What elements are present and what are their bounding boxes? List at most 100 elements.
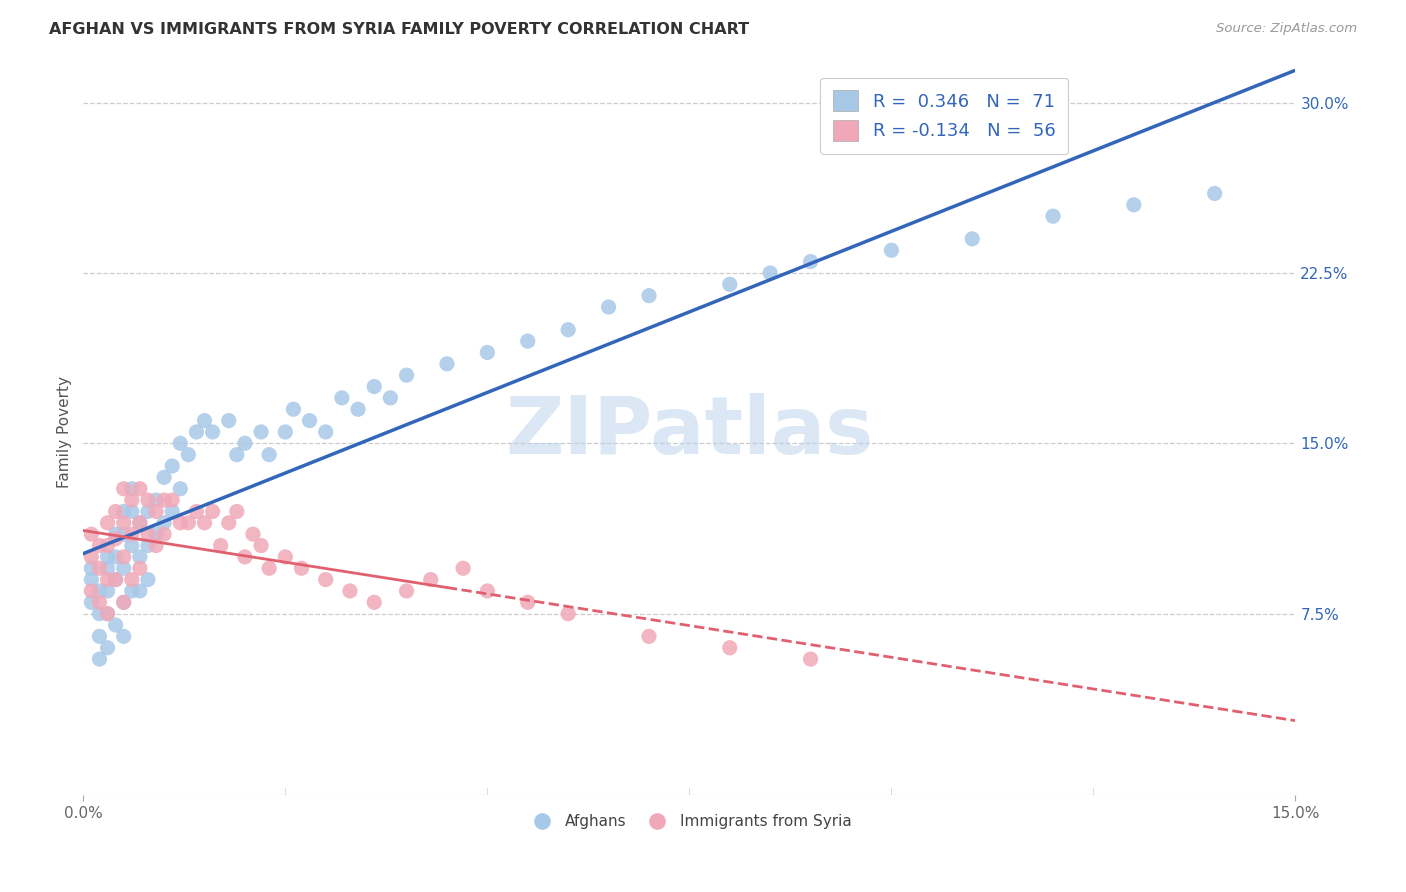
- Point: [145, 493, 167, 508]
- Point: [193, 414, 215, 428]
- Point: [136, 493, 159, 508]
- Point: [380, 391, 402, 405]
- Point: [136, 504, 159, 518]
- Point: [121, 504, 143, 518]
- Point: [233, 436, 256, 450]
- Point: [638, 629, 661, 643]
- Point: [225, 504, 247, 518]
- Point: [128, 516, 150, 530]
- Point: [136, 527, 159, 541]
- Point: [186, 504, 208, 518]
- Point: [128, 482, 150, 496]
- Point: [759, 266, 782, 280]
- Point: [80, 584, 103, 599]
- Point: [177, 516, 200, 530]
- Point: [104, 549, 127, 564]
- Point: [136, 573, 159, 587]
- Point: [160, 504, 183, 518]
- Point: [169, 482, 191, 496]
- Point: [395, 584, 418, 599]
- Point: [112, 549, 135, 564]
- Point: [242, 527, 264, 541]
- Point: [104, 504, 127, 518]
- Point: [89, 629, 111, 643]
- Point: [257, 561, 280, 575]
- Point: [104, 618, 127, 632]
- Point: [298, 414, 321, 428]
- Point: [104, 573, 127, 587]
- Point: [1204, 186, 1226, 201]
- Point: [89, 561, 111, 575]
- Point: [283, 402, 305, 417]
- Point: [598, 300, 620, 314]
- Point: [1042, 209, 1064, 223]
- Point: [112, 561, 135, 575]
- Point: [880, 244, 903, 258]
- Point: [193, 516, 215, 530]
- Point: [96, 573, 118, 587]
- Point: [363, 379, 385, 393]
- Point: [89, 584, 111, 599]
- Point: [419, 573, 441, 587]
- Point: [477, 345, 499, 359]
- Point: [638, 288, 661, 302]
- Point: [153, 516, 176, 530]
- Point: [436, 357, 458, 371]
- Point: [557, 323, 579, 337]
- Point: [145, 539, 167, 553]
- Point: [112, 504, 135, 518]
- Point: [800, 652, 823, 666]
- Point: [153, 470, 176, 484]
- Point: [315, 573, 337, 587]
- Point: [80, 549, 103, 564]
- Point: [201, 504, 224, 518]
- Point: [104, 573, 127, 587]
- Point: [800, 254, 823, 268]
- Text: Source: ZipAtlas.com: Source: ZipAtlas.com: [1216, 22, 1357, 36]
- Point: [250, 539, 273, 553]
- Point: [104, 532, 127, 546]
- Point: [960, 232, 983, 246]
- Point: [96, 607, 118, 621]
- Point: [128, 584, 150, 599]
- Point: [145, 527, 167, 541]
- Point: [290, 561, 312, 575]
- Point: [121, 527, 143, 541]
- Point: [477, 584, 499, 599]
- Point: [128, 516, 150, 530]
- Point: [104, 527, 127, 541]
- Point: [201, 425, 224, 439]
- Point: [128, 549, 150, 564]
- Point: [274, 549, 297, 564]
- Point: [121, 539, 143, 553]
- Point: [516, 334, 538, 348]
- Point: [363, 595, 385, 609]
- Point: [112, 516, 135, 530]
- Point: [153, 527, 176, 541]
- Point: [80, 573, 103, 587]
- Point: [89, 595, 111, 609]
- Point: [1122, 198, 1144, 212]
- Point: [186, 425, 208, 439]
- Point: [218, 414, 240, 428]
- Point: [718, 640, 741, 655]
- Point: [96, 539, 118, 553]
- Point: [395, 368, 418, 383]
- Point: [89, 539, 111, 553]
- Point: [136, 539, 159, 553]
- Point: [128, 561, 150, 575]
- Point: [451, 561, 474, 575]
- Point: [330, 391, 353, 405]
- Point: [315, 425, 337, 439]
- Point: [250, 425, 273, 439]
- Point: [557, 607, 579, 621]
- Point: [169, 516, 191, 530]
- Point: [89, 607, 111, 621]
- Text: ZIPatlas: ZIPatlas: [505, 393, 873, 471]
- Point: [112, 482, 135, 496]
- Point: [153, 493, 176, 508]
- Point: [218, 516, 240, 530]
- Point: [274, 425, 297, 439]
- Point: [112, 595, 135, 609]
- Point: [347, 402, 370, 417]
